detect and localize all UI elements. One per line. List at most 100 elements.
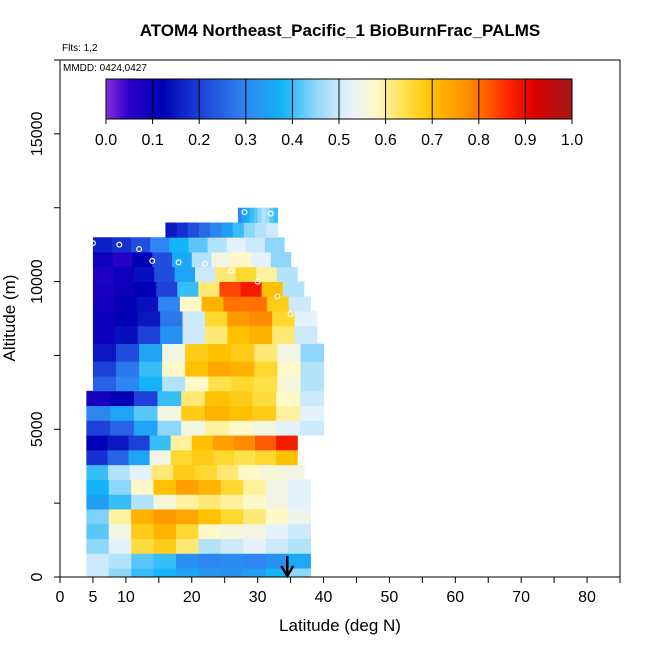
- heatmap-cell: [107, 435, 130, 451]
- heatmap-cell: [261, 281, 284, 297]
- heatmap-cell: [177, 281, 199, 297]
- heatmap-cell: [294, 325, 318, 345]
- heatmap-cell: [276, 449, 298, 466]
- x-tick-label: 0: [56, 589, 65, 606]
- heatmap-cell: [243, 553, 267, 569]
- heatmap-cell: [175, 538, 199, 554]
- heatmap-cell: [152, 252, 173, 268]
- heatmap-cell: [198, 568, 222, 578]
- heatmap-cell: [256, 266, 278, 282]
- flights-note: Flts: 1,2: [62, 43, 98, 54]
- heatmap-cell: [139, 343, 163, 362]
- colorbar: 0.0 0.1 0.2 0.3 0.4 0.5 0.6 0.7 0.8 0.9 1.0: [95, 78, 583, 149]
- heatmap-cell: [92, 343, 117, 362]
- x-axis-title: Latitude (deg N): [279, 616, 401, 635]
- heatmap-cell: [165, 222, 178, 238]
- heatmap-cell: [265, 523, 289, 539]
- flight-track-point: [254, 278, 261, 285]
- heatmap-cell: [191, 449, 214, 466]
- heatmap-cell: [264, 237, 285, 253]
- heatmap-cell: [157, 405, 182, 421]
- heatmap-cell: [252, 420, 277, 436]
- heatmap-cell: [175, 479, 199, 495]
- heatmap-cell: [265, 538, 289, 554]
- heatmap-cell: [233, 449, 256, 466]
- heatmap-cell: [266, 222, 279, 238]
- heatmap-cell: [201, 296, 224, 312]
- colorbar-tick-label: 0.0: [95, 132, 117, 149]
- heatmap-cell: [282, 464, 305, 480]
- heatmap-cell: [227, 325, 251, 345]
- colorbar-tick-label: 0.9: [514, 132, 536, 149]
- heatmap-cell: [212, 449, 235, 466]
- heatmap-cell: [181, 390, 206, 407]
- heatmap-cell: [282, 281, 305, 297]
- heatmap-cell: [233, 435, 256, 451]
- heatmap-cell: [299, 390, 325, 407]
- heatmap-cell: [137, 311, 161, 327]
- heatmap-cell: [114, 281, 136, 297]
- heatmap-cell: [198, 494, 222, 510]
- heatmap-cell: [108, 509, 132, 525]
- heatmap-cell: [276, 405, 301, 421]
- heatmap-cell: [181, 420, 206, 436]
- heatmap-cell: [108, 523, 132, 539]
- heatmap-cell: [149, 435, 172, 451]
- heatmap-cell: [238, 464, 261, 480]
- heatmap-cell: [175, 509, 199, 525]
- heatmap-cell: [176, 222, 189, 238]
- heatmap-cell: [113, 266, 135, 282]
- heatmap-cell: [156, 281, 178, 297]
- heatmap-cell: [131, 523, 155, 539]
- heatmap-cell: [114, 296, 138, 312]
- heatmap-cell: [153, 553, 177, 569]
- heatmap-cell: [92, 237, 113, 253]
- heatmap-cell: [133, 266, 155, 282]
- heatmap-cell: [277, 343, 302, 362]
- heatmap-cell: [252, 390, 277, 407]
- colorbar-tick-label: 0.5: [328, 132, 350, 149]
- heatmap-cell: [115, 325, 139, 345]
- y-axis-title: Altitude (m): [0, 275, 19, 362]
- heatmap-cell: [154, 266, 176, 282]
- heatmap-cell: [188, 237, 209, 253]
- heatmap-cell: [153, 509, 177, 525]
- heatmap-cell: [255, 449, 277, 466]
- heatmap-cell: [255, 435, 277, 451]
- heatmap-cell: [160, 325, 184, 345]
- heatmap-cell: [86, 568, 110, 578]
- heatmap-cell: [172, 252, 193, 268]
- heatmap-cell: [157, 420, 182, 436]
- heatmap-cell: [277, 361, 302, 377]
- heatmap-cell: [249, 207, 255, 223]
- heatmap-cell: [245, 207, 251, 223]
- heatmap-cell: [128, 435, 151, 451]
- heatmap-cell: [182, 311, 206, 327]
- heatmap-cell: [254, 361, 279, 377]
- x-tick-label: 20: [183, 589, 201, 606]
- heatmap-cell: [131, 568, 155, 578]
- heatmap-cell: [92, 311, 116, 327]
- heatmap-cell: [251, 252, 272, 268]
- heatmap-cell: [257, 207, 263, 223]
- heatmap-cell: [220, 509, 244, 525]
- flight-track-point: [274, 293, 281, 300]
- heatmap-cell: [191, 435, 214, 451]
- heatmap-cell: [86, 405, 111, 421]
- heatmap-cell: [175, 523, 199, 539]
- heatmap-cell: [86, 390, 111, 407]
- heatmap-cell: [265, 494, 289, 510]
- heatmap-cell: [185, 343, 209, 362]
- heatmap-cell: [133, 405, 159, 421]
- heatmap-cell: [261, 207, 267, 223]
- heatmap-cell: [160, 311, 184, 327]
- heatmap-cell: [153, 538, 177, 554]
- heatmap-cell: [131, 494, 155, 510]
- heatmap-cell: [175, 568, 199, 578]
- heatmap-cell: [243, 538, 267, 554]
- heatmap-cell: [108, 568, 132, 578]
- heatmap-cell: [92, 281, 115, 297]
- heatmap-cell: [132, 252, 153, 268]
- heatmap-cell: [92, 361, 117, 377]
- heatmap-cell: [185, 376, 209, 392]
